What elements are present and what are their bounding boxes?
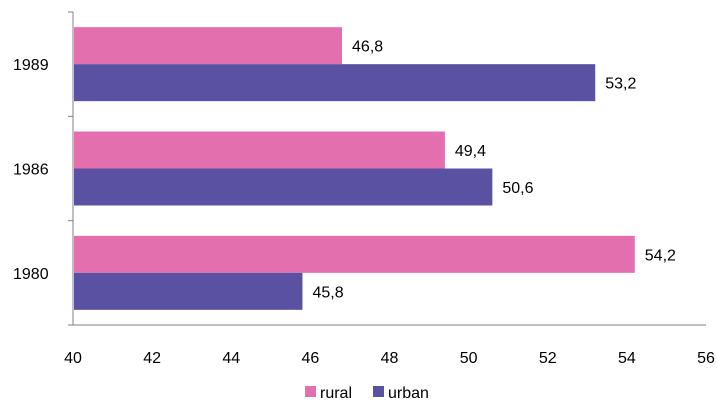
data-label-urban-1986: 50,6 (502, 180, 533, 197)
bars-group (74, 27, 635, 310)
bar-urban-1986 (74, 168, 493, 206)
category-labels: 1980 1986 1989 (13, 57, 49, 283)
legend-swatch-rural (305, 386, 316, 397)
data-label-rural-1986: 49,4 (455, 143, 486, 160)
x-tick-label-40: 40 (64, 350, 82, 367)
legend-label-urban: urban (388, 385, 429, 402)
category-label-1986: 1986 (13, 162, 49, 179)
x-tick-label-48: 48 (381, 350, 399, 367)
bar-rural-1989 (74, 27, 343, 65)
category-label-1980: 1980 (13, 266, 49, 283)
x-tick-label-42: 42 (143, 350, 161, 367)
legend-swatch-urban (373, 386, 384, 397)
bar-rural-1986 (74, 131, 445, 169)
x-tick-label-44: 44 (222, 350, 240, 367)
x-tick-label-54: 54 (618, 350, 636, 367)
x-tick-label-50: 50 (460, 350, 478, 367)
x-tick-label-46: 46 (301, 350, 319, 367)
x-tick-label-52: 52 (539, 350, 557, 367)
bar-rural-1980 (74, 235, 635, 273)
x-axis-tick-labels: 40 42 44 46 48 50 52 54 56 (64, 350, 715, 367)
legend: rural urban (305, 385, 429, 402)
data-label-rural-1980: 54,2 (645, 247, 676, 264)
category-label-1989: 1989 (13, 57, 49, 74)
data-label-rural-1989: 46,8 (352, 39, 383, 56)
legend-label-rural: rural (320, 385, 352, 402)
data-label-urban-1989: 53,2 (605, 76, 636, 93)
bar-urban-1980 (74, 272, 303, 310)
data-label-urban-1980: 45,8 (312, 284, 343, 301)
x-tick-label-56: 56 (697, 350, 715, 367)
y-axis-ticks (68, 11, 73, 326)
bar-urban-1989 (74, 64, 596, 102)
data-labels-group: 54,2 45,8 49,4 50,6 46,8 53,2 (312, 39, 676, 302)
